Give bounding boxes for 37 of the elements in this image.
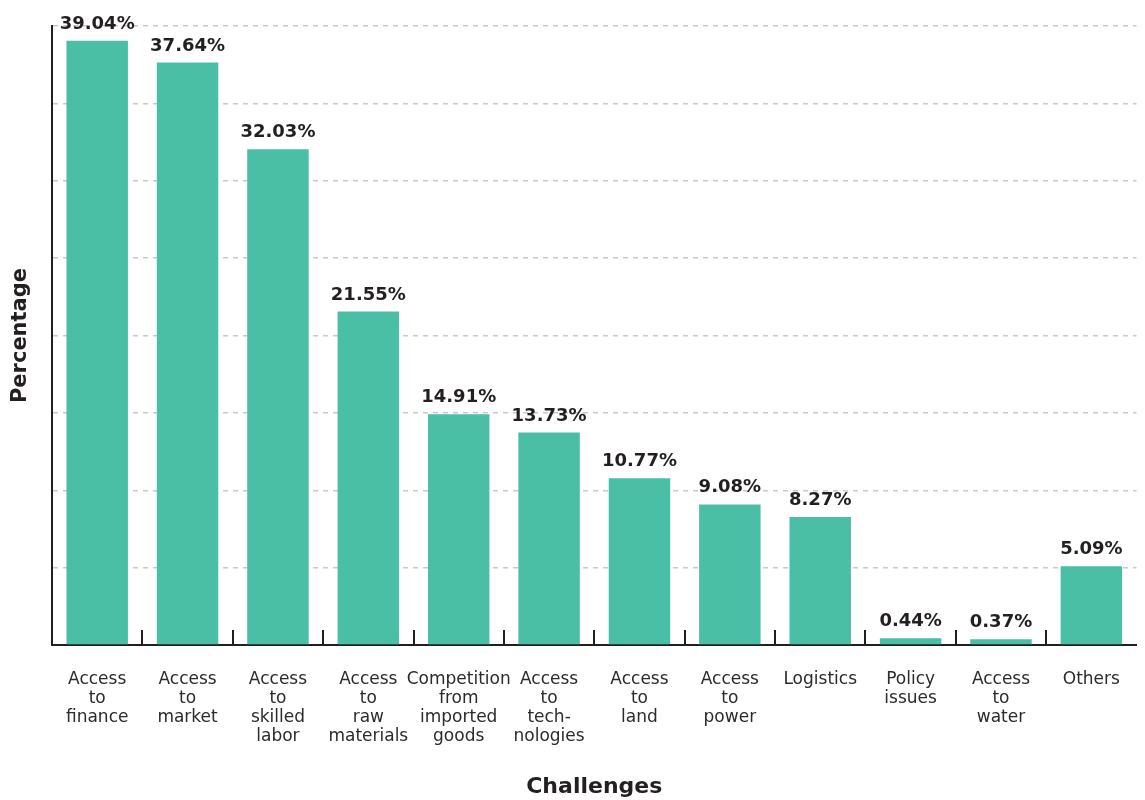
bar (518, 432, 580, 645)
x-tick-label: Access to market (157, 667, 219, 727)
x-tick-label: Access to water (971, 667, 1031, 727)
data-label: 8.27% (788, 488, 852, 510)
x-axis-title: Challenges (526, 772, 663, 798)
x-tick-label: Competition from imported goods (406, 667, 511, 746)
x-tick-label: Others (1062, 667, 1121, 688)
bar (970, 639, 1032, 645)
data-label: 14.91% (421, 385, 497, 407)
data-label: 37.64% (150, 33, 226, 55)
data-label: 9.08% (698, 475, 762, 497)
x-tick-label: Policy issues (884, 667, 937, 707)
bar (879, 638, 942, 645)
x-tick-label: Access to power (700, 667, 760, 727)
bar (1060, 566, 1123, 645)
data-label: 10.77% (601, 449, 677, 471)
x-tick-label: Access to tech-nologies (513, 667, 585, 746)
bar (789, 517, 851, 645)
data-label: 5.09% (1060, 537, 1123, 559)
bar (427, 414, 490, 645)
x-tick-label: Access to land (610, 667, 669, 727)
bar (337, 311, 400, 645)
data-label: 21.55% (330, 282, 406, 304)
bar (247, 149, 309, 645)
bar (66, 40, 128, 645)
bar (699, 504, 761, 645)
x-tick-label: Access to skilled labor (248, 667, 308, 746)
data-label: 0.37% (969, 610, 1033, 632)
data-label: 32.03% (240, 120, 316, 142)
data-label: 39.04% (59, 11, 135, 33)
x-tick-label: Logistics (783, 667, 858, 688)
data-label: 13.73% (511, 403, 587, 425)
x-tick-label: Access to finance (65, 667, 129, 727)
y-axis-title: Percentage (7, 267, 32, 404)
bar (608, 478, 671, 645)
bar (156, 62, 219, 645)
data-label: 0.44% (879, 609, 942, 631)
